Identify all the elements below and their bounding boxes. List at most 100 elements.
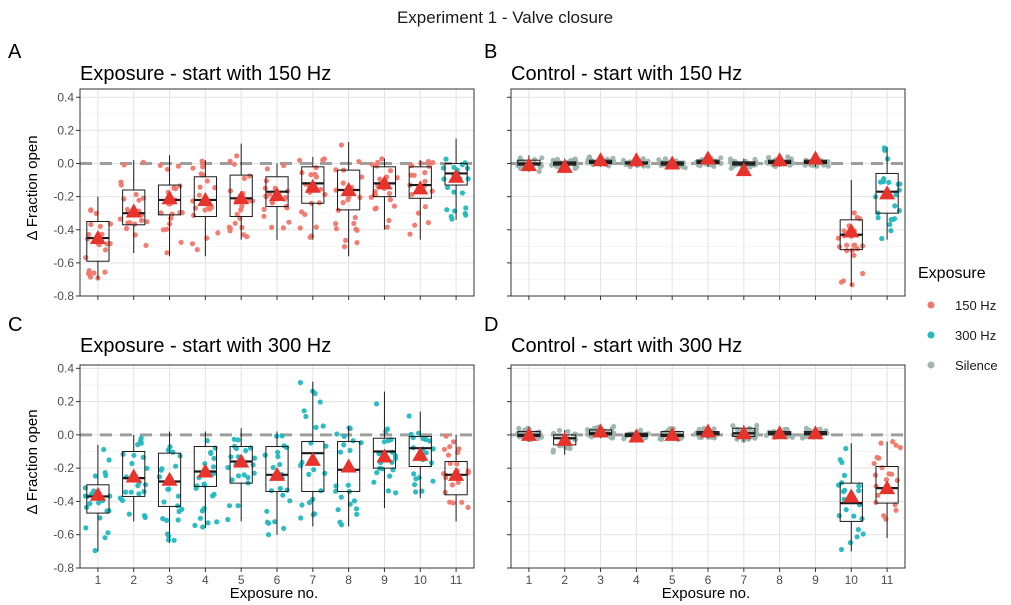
data-point <box>264 508 270 514</box>
data-point <box>215 230 221 236</box>
data-point <box>320 423 326 429</box>
data-point <box>164 517 170 524</box>
data-point <box>423 450 429 456</box>
boxplot-b-3 <box>588 152 613 167</box>
data-point <box>161 499 167 505</box>
data-point <box>143 242 149 248</box>
data-point <box>841 228 847 234</box>
data-point <box>441 446 448 452</box>
data-point <box>459 190 465 196</box>
boxplot-d-6 <box>696 423 720 439</box>
data-point <box>883 477 890 483</box>
data-point <box>102 269 108 275</box>
data-point <box>240 232 247 238</box>
mean-marker <box>448 466 465 481</box>
data-point <box>144 219 150 225</box>
data-point <box>836 513 842 519</box>
data-point <box>887 221 893 228</box>
box <box>408 436 432 468</box>
data-point <box>245 474 251 481</box>
data-point <box>889 471 895 477</box>
data-point <box>386 190 393 197</box>
data-point <box>347 447 353 453</box>
boxplot-a-5 <box>229 143 253 240</box>
data-point <box>841 472 848 478</box>
data-point <box>333 488 339 494</box>
data-point <box>416 475 422 481</box>
data-point <box>892 203 898 209</box>
y-tick-label: 0.2 <box>57 123 74 137</box>
data-point <box>175 517 181 523</box>
data-point <box>445 184 451 191</box>
data-point <box>235 503 241 509</box>
data-point <box>101 446 107 453</box>
data-point <box>333 226 339 232</box>
data-point <box>413 489 419 495</box>
data-point <box>696 434 703 440</box>
data-point <box>87 500 93 507</box>
x-tick-label: 7 <box>740 573 747 587</box>
data-point <box>539 155 545 161</box>
data-point <box>425 158 431 165</box>
legend-item-150hz: 150 Hz <box>927 298 996 313</box>
boxplot-c-5 <box>229 428 253 522</box>
box <box>122 451 146 497</box>
data-point <box>885 156 891 162</box>
data-point <box>338 522 345 528</box>
data-point <box>384 224 390 230</box>
mean-marker <box>592 423 609 438</box>
data-point <box>87 274 94 280</box>
mean-marker <box>161 471 178 486</box>
data-point <box>171 537 177 543</box>
data-point <box>286 219 292 225</box>
y-tick-label: 0.4 <box>57 361 74 375</box>
data-point <box>297 225 303 231</box>
data-point <box>318 488 324 494</box>
x-axis-label-right: Exposure no. <box>662 585 750 602</box>
legend-label-300hz: 300 Hz <box>955 328 996 343</box>
data-point <box>379 466 385 472</box>
data-point <box>164 166 170 172</box>
data-point <box>860 531 866 537</box>
data-point <box>227 158 233 164</box>
mean-marker <box>771 152 788 167</box>
data-point <box>386 217 392 224</box>
data-point <box>851 513 857 519</box>
boxplot-b-9 <box>803 150 828 167</box>
mean-marker <box>735 425 752 440</box>
data-point <box>843 507 849 513</box>
data-point <box>893 507 899 513</box>
boxplot-d-5 <box>660 426 684 441</box>
data-point <box>817 426 823 432</box>
box <box>265 446 289 492</box>
data-point <box>317 399 323 405</box>
boxplot-c-1 <box>86 444 110 552</box>
data-point <box>263 178 269 184</box>
y-tick-label: 0.0 <box>57 428 74 442</box>
mean-marker <box>448 168 465 183</box>
data-point <box>387 168 394 174</box>
x-tick-label: 1 <box>526 573 533 587</box>
x-tick-label: 2 <box>561 573 568 587</box>
data-point <box>882 147 888 153</box>
data-point <box>172 186 179 192</box>
data-point <box>141 489 147 495</box>
mean-marker <box>233 453 250 468</box>
data-point <box>728 165 734 171</box>
x-axis-label-left: Exposure no. <box>230 585 318 602</box>
data-point <box>164 250 170 256</box>
data-point <box>201 505 207 512</box>
data-point <box>306 471 312 477</box>
mean-marker <box>700 150 716 165</box>
data-point <box>354 227 360 233</box>
mean-marker <box>376 448 393 463</box>
data-point <box>140 159 146 165</box>
data-point <box>430 478 436 484</box>
x-tick-label: 7 <box>309 573 316 587</box>
data-point <box>872 472 879 478</box>
data-point <box>298 515 304 521</box>
data-point <box>532 157 538 163</box>
data-point <box>856 488 862 494</box>
data-point <box>766 154 772 161</box>
